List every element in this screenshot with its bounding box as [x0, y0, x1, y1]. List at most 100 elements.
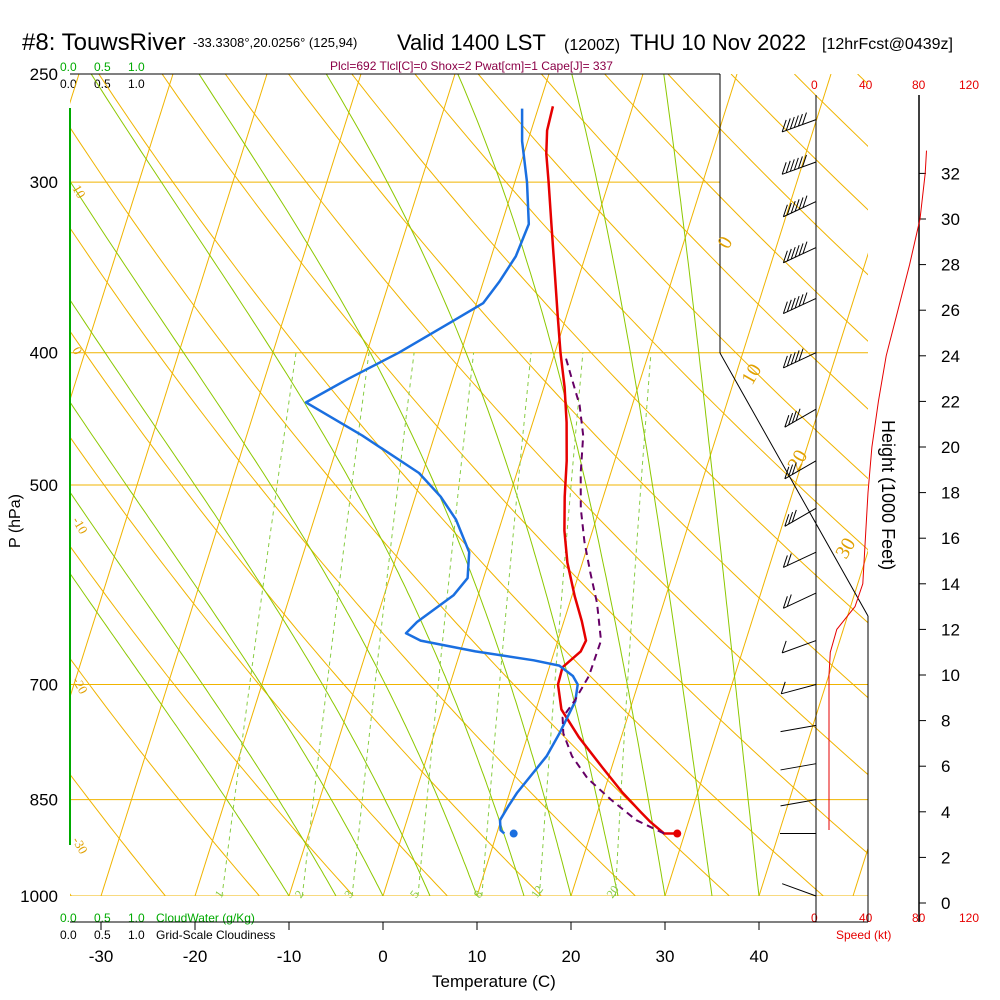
dry-adiabat: [477, 74, 868, 480]
dry-adiabat: [921, 74, 1000, 896]
wind-barb-flag: [782, 301, 788, 314]
isotherm-line: [100, 74, 362, 896]
wind-barb: [780, 763, 817, 771]
wind-barb-staff: [781, 684, 817, 695]
wind-barb-staff: [783, 201, 817, 218]
wind-barb-flag: [791, 462, 797, 475]
wind-barb: [780, 799, 817, 807]
wind-barb-staff: [782, 161, 817, 175]
speed-tick: 40: [859, 78, 873, 92]
wind-barb-flag: [784, 514, 790, 527]
wind-barb-flag: [781, 640, 787, 654]
isotherm-label: 0: [713, 233, 737, 253]
wind-barb-flag: [793, 157, 799, 171]
wind-barb-flag: [786, 594, 792, 607]
cloudwater-label: CloudWater (g/Kg): [156, 911, 255, 925]
wind-barb-staff: [784, 460, 817, 480]
temperature-tick-label: 10: [468, 947, 487, 966]
wind-barb-flag: [797, 113, 803, 127]
wind-barb-flag: [788, 511, 794, 525]
wind-barb-staff: [782, 883, 817, 897]
height-axis-title: Height (1000 Feet): [878, 420, 898, 570]
cloudiness-tick: 0.0: [60, 77, 77, 91]
moist-adiabat: [70, 491, 337, 896]
moist-adiabat: [571, 74, 713, 896]
cloudwater-tick: 1.0: [128, 60, 145, 74]
cloudwater-scale-bottom: 0.0 0.5 1.0 CloudWater (g/Kg) 0.0 0.5 1.…: [60, 911, 275, 942]
station-title: #8: TouwsRiver: [22, 29, 186, 56]
speed-scale-bottom: 0 40 80 120 Speed (kt): [811, 911, 979, 942]
wind-barb-flag: [791, 410, 797, 424]
wind-barb-staff: [783, 592, 817, 609]
cloudwater-scale-top: 0.0 0.5 1.0 0.0 0.5 1.0: [60, 60, 145, 91]
dry-adiabat: [161, 74, 868, 855]
height-tick-label: 32: [941, 164, 960, 183]
cloudwater-tick: 0.5: [94, 911, 111, 925]
isotherm-label: 10: [69, 182, 88, 201]
height-tick-label: 28: [941, 256, 960, 275]
dry-adiabat: [541, 74, 868, 410]
wind-speed-profile: [828, 150, 927, 830]
isotherm-line: [70, 74, 268, 699]
wind-barb-flag: [793, 115, 799, 128]
temperature-tick-label: 40: [750, 947, 769, 966]
cloudwater-tick: 0.0: [60, 60, 77, 74]
wind-barb: [782, 195, 817, 218]
wind-barb: [784, 507, 817, 527]
valid-time: Valid 1400 LST: [397, 30, 546, 55]
valid-zulu: (1200Z): [564, 37, 620, 54]
height-tick-label: 16: [941, 529, 960, 548]
height-tick-label: 26: [941, 301, 960, 320]
moist-adiabat: [457, 74, 666, 896]
pressure-tick-label: 1000: [20, 887, 58, 906]
moist-adiabat: [90, 74, 525, 896]
moist-adiabat: [663, 74, 760, 896]
isotherm-label: -20: [69, 674, 91, 697]
mixing-ratio-line: [417, 352, 475, 896]
wind-barb-flag: [781, 162, 787, 175]
isotherm-label: 10: [737, 360, 766, 388]
pressure-tick-label: 700: [30, 676, 58, 695]
mixing-ratio-labels: 1 2 3 5 8 12 20: [212, 883, 622, 901]
wind-barb-flag: [795, 408, 801, 421]
wind-barb-flag: [798, 197, 804, 210]
profile-series: [304, 106, 678, 835]
cloudwater-tick: 0.5: [94, 60, 111, 74]
wind-barb-flag: [790, 297, 796, 311]
isotherm-label: -30: [69, 834, 91, 857]
speed-tick: 0: [811, 78, 818, 92]
moist-adiabat: [70, 572, 290, 896]
wind-barb-flag: [782, 355, 788, 369]
height-tick-label: 4: [941, 803, 950, 822]
isotherm-line: [664, 252, 868, 896]
mixing-ratio-label: 5: [407, 888, 422, 901]
wind-barb: [781, 640, 817, 654]
wind-barb: [781, 112, 817, 133]
dewpoint-line: [304, 108, 579, 835]
temperature-axis: -30 -20 -10 0 10 20 30 40: [89, 922, 769, 966]
isotherm-line: [70, 74, 174, 402]
mixing-ratio-line: [481, 352, 532, 896]
dry-adiabat: [288, 74, 868, 699]
height-tick-label: 10: [941, 666, 960, 685]
wind-barb-staff: [780, 724, 817, 733]
dry-adiabat: [604, 74, 868, 342]
isotherm-label: 0: [69, 344, 85, 357]
wind-barb-flag: [781, 119, 787, 133]
temperature-line: [545, 106, 678, 835]
cloudiness-tick: 0.5: [94, 928, 111, 942]
wind-barb-flag: [782, 555, 788, 568]
pressure-tick-label: 400: [30, 344, 58, 363]
wind-barb: [782, 592, 817, 609]
temperature-tick-label: -30: [89, 947, 114, 966]
wind-barb-flag: [788, 464, 794, 477]
speed-tick: 80: [912, 78, 926, 92]
height-tick-label: 30: [941, 210, 960, 229]
moist-adiabat: [325, 74, 619, 896]
mixing-ratio-label: 3: [341, 888, 356, 901]
cloudiness-tick: 1.0: [128, 928, 145, 942]
wind-barb-staff: [782, 640, 817, 654]
mixing-ratio-label: 2: [292, 888, 307, 901]
